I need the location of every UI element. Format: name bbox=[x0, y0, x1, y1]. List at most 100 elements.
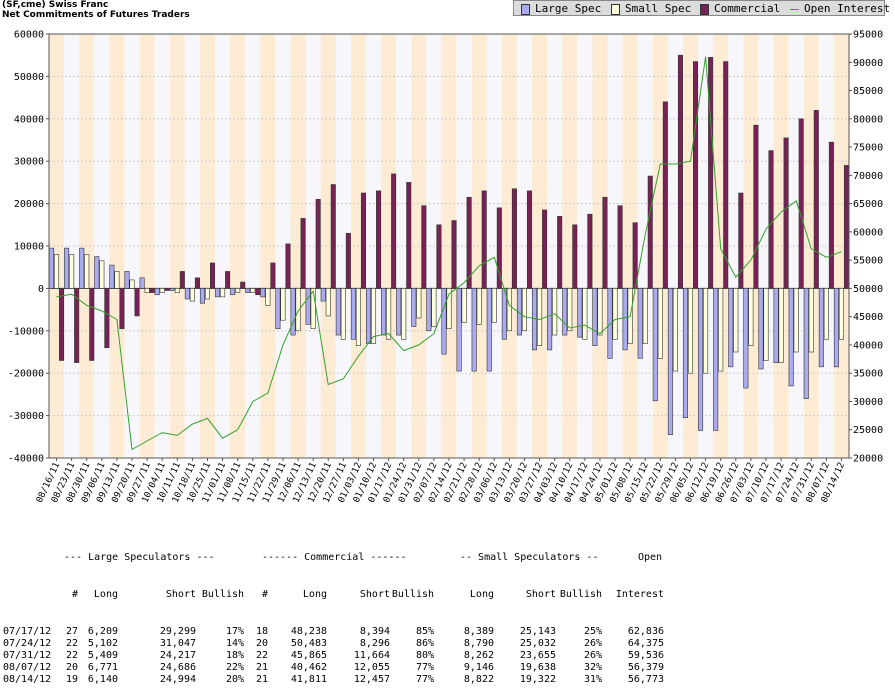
bar-small-spec bbox=[280, 288, 286, 321]
table-cell: 86% bbox=[415, 637, 434, 649]
bar-large-spec bbox=[381, 288, 387, 336]
band bbox=[532, 34, 548, 458]
bar-large-spec bbox=[833, 288, 839, 368]
bar-large-spec bbox=[667, 288, 673, 435]
band bbox=[260, 34, 276, 458]
bar-large-spec bbox=[501, 288, 507, 340]
bar-small-spec bbox=[250, 288, 256, 293]
table-cell: 40,462 bbox=[290, 662, 327, 674]
table-row: 08/14/12 19 6,140 24,994 20% 21 41,811 12,457 77… bbox=[0, 674, 664, 686]
bar-commercial bbox=[602, 196, 608, 289]
table-cell: 45,865 bbox=[290, 649, 327, 661]
table-cell: 8,389 bbox=[463, 625, 494, 637]
y-left-tick-label: -30000 bbox=[8, 411, 44, 422]
bar-commercial bbox=[225, 271, 231, 289]
bar-commercial bbox=[255, 288, 261, 296]
band bbox=[577, 34, 593, 458]
bar-large-spec bbox=[758, 288, 764, 370]
bar-small-spec bbox=[582, 288, 588, 340]
bar-commercial bbox=[617, 205, 623, 289]
column-header: Long bbox=[302, 589, 327, 600]
table-cell: 18 bbox=[255, 625, 268, 637]
column-header: Long bbox=[469, 589, 494, 600]
group-small-speculators: -- Small Speculators -- bbox=[460, 552, 599, 564]
table-cell: 14% bbox=[225, 637, 244, 649]
y-left-tick-label: -40000 bbox=[8, 454, 44, 465]
bar-large-spec bbox=[230, 288, 236, 296]
bar-commercial bbox=[406, 182, 412, 289]
bar-small-spec bbox=[295, 288, 301, 332]
bar-large-spec bbox=[471, 288, 477, 372]
bar-large-spec bbox=[818, 288, 824, 368]
bar-commercial bbox=[511, 188, 517, 289]
bar-small-spec bbox=[220, 288, 226, 298]
bar-commercial bbox=[285, 243, 291, 289]
legend: Large Spec Small Spec Commercial Open In… bbox=[513, 0, 890, 16]
table-cell: 20 bbox=[255, 637, 268, 649]
bar-commercial bbox=[391, 173, 397, 289]
table-cell: 6,771 bbox=[87, 662, 118, 674]
bar-large-spec bbox=[456, 288, 462, 372]
bar-commercial bbox=[753, 124, 759, 289]
bar-small-spec bbox=[823, 288, 829, 340]
table-cell: 11,664 bbox=[353, 649, 390, 661]
table-cell: 85% bbox=[415, 625, 434, 637]
band bbox=[592, 34, 608, 458]
bar-commercial bbox=[104, 288, 110, 349]
bar-small-spec bbox=[506, 288, 512, 332]
y-right-tick-label: 60000 bbox=[853, 227, 883, 238]
band bbox=[396, 34, 412, 458]
bar-small-spec bbox=[537, 288, 543, 346]
bar-commercial bbox=[300, 218, 306, 289]
group-commercial: ------ Commercial ------ bbox=[262, 552, 407, 564]
y-left-tick-label: 10000 bbox=[14, 242, 44, 253]
bar-small-spec bbox=[431, 288, 437, 327]
bar-small-spec bbox=[189, 288, 195, 302]
table-cell: 20 bbox=[65, 662, 78, 674]
bar-large-spec bbox=[169, 288, 175, 291]
column-header: Bullish bbox=[559, 589, 603, 600]
band bbox=[516, 34, 533, 458]
bar-commercial bbox=[677, 54, 683, 289]
y-right-tick-label: 55000 bbox=[853, 256, 883, 267]
table-cell: 64,375 bbox=[627, 637, 664, 649]
bar-small-spec bbox=[325, 288, 331, 317]
band bbox=[124, 34, 140, 458]
bar-large-spec bbox=[305, 288, 311, 325]
table-group-header: --- Large Speculators --- ------ Commerc… bbox=[0, 552, 662, 564]
bar-large-spec bbox=[562, 288, 568, 336]
table-cell: 29,299 bbox=[159, 625, 196, 637]
column-header: Bullish bbox=[201, 589, 245, 600]
bar-commercial bbox=[164, 288, 170, 291]
y-left-tick-label: 30000 bbox=[14, 157, 44, 168]
bar-commercial bbox=[843, 165, 850, 289]
bar-large-spec bbox=[124, 271, 130, 289]
table-cell: 62,836 bbox=[627, 625, 664, 637]
bar-small-spec bbox=[54, 254, 60, 289]
bar-large-spec bbox=[94, 256, 100, 289]
cot-chart: 60000 50000 40000 30000 20000 10000 0 -10000 -20… bbox=[8, 30, 883, 505]
y-left-tick-label: 60000 bbox=[14, 30, 44, 41]
table-cell: 8,296 bbox=[359, 637, 390, 649]
bar-commercial bbox=[360, 192, 366, 289]
bar-small-spec bbox=[461, 288, 467, 323]
table-cell: 21 bbox=[255, 662, 268, 674]
table-cell: 9,146 bbox=[463, 662, 494, 674]
y-right-tick-label: 95000 bbox=[853, 30, 883, 41]
table-cell: 17% bbox=[225, 625, 244, 637]
table-row: 07/31/12 22 5,409 24,217 18% 22 45,865 11,664 80… bbox=[0, 650, 664, 662]
column-header: # bbox=[71, 589, 78, 600]
bar-commercial bbox=[240, 281, 246, 289]
bar-small-spec bbox=[552, 288, 558, 336]
bar-commercial bbox=[542, 209, 548, 289]
bar-large-spec bbox=[788, 288, 794, 387]
row-date: 08/14/12 bbox=[3, 674, 52, 686]
bar-small-spec bbox=[793, 288, 799, 353]
bar-large-spec bbox=[290, 288, 296, 336]
bar-commercial bbox=[693, 61, 699, 289]
column-header: Short bbox=[165, 589, 196, 600]
band bbox=[245, 34, 261, 458]
band bbox=[335, 34, 351, 458]
bar-small-spec bbox=[371, 288, 377, 344]
y-left-tick-label: 50000 bbox=[14, 72, 44, 83]
